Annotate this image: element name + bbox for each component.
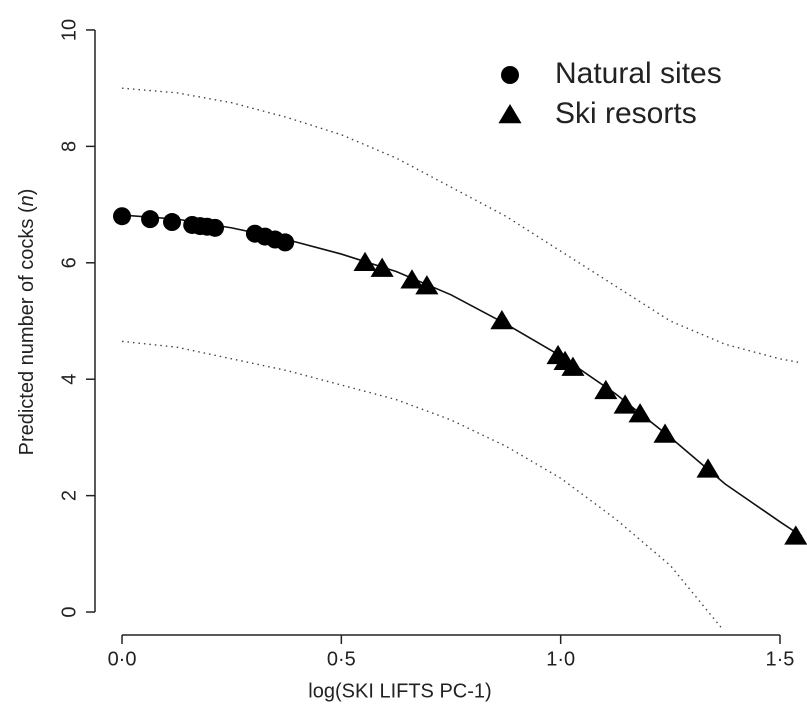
y-tick-label: 8 [58, 141, 80, 152]
x-tick-label: 0·5 [327, 648, 356, 670]
legend-marker [498, 104, 522, 124]
point [613, 394, 637, 414]
y-axis-label-part: Predicted number of cocks ( [16, 206, 38, 455]
point [594, 379, 618, 400]
y-tick-label: 10 [58, 19, 80, 41]
point [276, 233, 295, 252]
point [206, 218, 225, 237]
fit-line [121, 214, 803, 538]
point [653, 423, 677, 443]
point [561, 356, 585, 376]
y-axis-label-part: n [16, 195, 38, 206]
x-tick-label: 0·0 [108, 648, 137, 670]
point [353, 251, 377, 272]
x-tick-label: 1·5 [766, 648, 795, 670]
point [163, 213, 182, 232]
curves [121, 87, 803, 630]
y-axis-label-part: ) [16, 189, 38, 196]
legend-label: Ski resorts [555, 97, 697, 130]
lower-bound [121, 340, 725, 630]
point [628, 403, 652, 423]
upper-bound [121, 87, 803, 364]
y-tick-label: 6 [58, 257, 80, 268]
legend-label: Natural sites [555, 57, 722, 90]
y-axis-label: Predicted number of cocks (n) [16, 189, 38, 456]
point [400, 269, 424, 289]
y-tick-label: 0 [58, 606, 80, 617]
point [370, 257, 394, 277]
y-tick-label: 2 [58, 490, 80, 501]
y-tick-label: 4 [58, 374, 80, 385]
point [784, 525, 807, 545]
point [141, 210, 160, 229]
legend-marker [501, 66, 519, 84]
point [490, 310, 514, 330]
point [415, 275, 439, 295]
x-axis-label: log(SKI LIFTS PC-1) [308, 680, 491, 702]
point [113, 207, 132, 226]
point [696, 458, 720, 478]
x-tick-label: 1·0 [546, 648, 575, 670]
